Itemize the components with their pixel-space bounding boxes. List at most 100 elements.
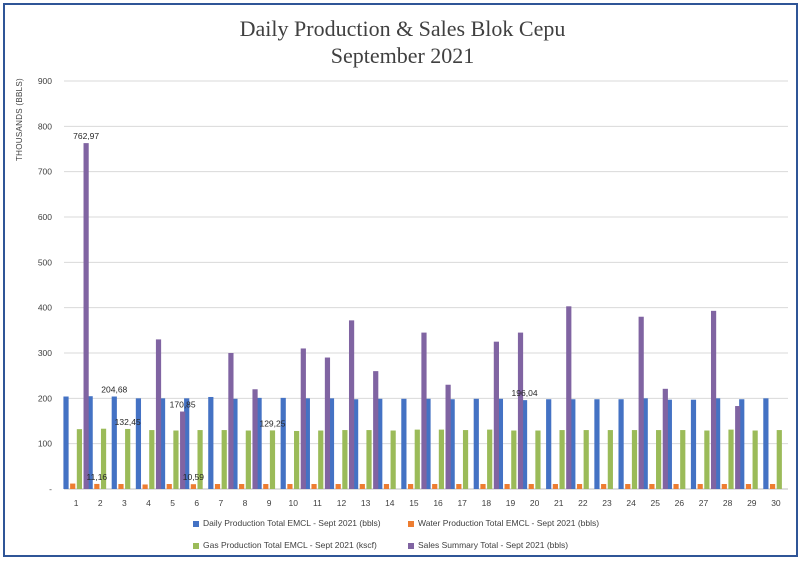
x-tick-label: 12 [337,498,347,508]
bar-series-4 [710,310,717,489]
x-tick-label: 4 [146,498,151,508]
bar-series-4 [228,353,234,489]
bar-series-1 [618,399,624,489]
bar-series-2 [263,484,269,489]
x-tick-label: 9 [267,498,272,508]
bar-series-4 [493,341,499,489]
bar-series-4 [735,406,741,489]
bar-series-2 [576,484,583,489]
x-tick-label: 8 [243,498,248,508]
legend-item-gas-production: Gas Production Total EMCL - Sept 2021 (k… [193,540,377,550]
x-tick-label: 1 [74,498,79,508]
bar-series-1 [111,396,117,489]
bar-series-2 [456,484,462,489]
y-tick-label: 100 [38,439,52,449]
bar-series-1 [666,399,672,489]
y-tick-label: 900 [38,76,52,86]
y-tick-label: 300 [38,348,52,358]
bar-series-4 [348,320,355,489]
bar-series-2 [673,484,679,489]
bar-series-2 [190,484,196,489]
bar-series-2 [142,484,148,489]
bar-series-1 [232,398,238,489]
chart-title: Daily Production & Sales Blok Cepu [239,16,566,41]
bar-series-1 [546,399,552,489]
y-tick-label: 800 [38,121,52,131]
bar-series-2 [552,484,558,489]
bar-series-2 [528,484,534,489]
data-label: 204,68 [101,385,127,395]
y-tick-label: 500 [38,257,52,267]
y-tick-label: - [49,484,52,494]
bar-series-4 [252,389,258,489]
bar-series-2 [214,484,221,489]
x-tick-label: 27 [699,498,709,508]
bar-series-3 [294,430,300,489]
bar-series-2 [697,484,703,489]
data-label: 10,59 [183,472,205,482]
bar-series-1 [763,398,769,489]
x-tick-label: 13 [361,498,371,508]
bar-series-3 [631,430,638,489]
bar-series-3 [342,430,348,489]
legend-swatch [193,520,199,527]
legend-item-water-production: Water Production Total EMCL - Sept 2021 … [408,518,599,528]
bar-series-2 [359,484,365,489]
bar-series-3 [390,430,396,489]
bar-series-1 [739,399,745,489]
x-tick-label: 28 [723,498,733,508]
x-tick-label: 5 [170,498,175,508]
x-tick-label: 30 [771,498,781,508]
bar-series-4 [324,357,331,489]
x-tick-label: 14 [385,498,395,508]
bar-series-3 [76,429,83,489]
bar-series-2 [601,484,607,489]
bar-series-2 [649,484,655,489]
bar-series-3 [269,430,276,489]
bar-series-4 [662,388,668,489]
bar-series-2 [480,484,486,489]
bar-series-1 [184,398,190,489]
bar-series-3 [221,430,227,489]
bar-series-3 [125,428,131,489]
data-label: 11,16 [87,472,108,482]
x-tick-label: 17 [457,498,467,508]
bar-series-1 [63,396,69,489]
bar-series-1 [377,398,383,489]
x-tick-label: 11 [313,498,322,508]
bar-series-2 [311,484,317,489]
bar-series-1 [425,398,431,489]
bar-series-2 [769,484,776,489]
chart-subtitle: September 2021 [330,43,475,68]
bar-series-3 [704,430,710,489]
x-tick-label: 24 [626,498,636,508]
legend-label: Gas Production Total EMCL - Sept 2021 (k… [203,540,377,550]
bar-series-3 [776,430,782,489]
x-tick-label: 2 [98,498,103,508]
bar-series-1 [135,398,142,489]
bar-series-1 [280,397,286,489]
bar-series-1 [570,399,576,489]
data-label: 762,97 [73,131,99,141]
bar-series-3 [438,429,445,489]
x-tick-label: 15 [409,498,419,508]
bar-series-2 [504,484,510,489]
bar-series-3 [511,430,517,489]
x-tick-label: 26 [675,498,685,508]
bar-series-3 [318,430,324,489]
bar-series-1 [256,397,262,489]
bar-series-3 [173,430,179,489]
bar-series-4 [517,332,524,489]
y-tick-label: 600 [38,212,52,222]
bar-series-2 [239,484,245,489]
bar-series-3 [245,430,251,489]
bar-series-4 [180,411,186,489]
bar-series-3 [728,429,734,489]
x-tick-label: 25 [651,498,661,508]
x-tick-label: 19 [506,498,516,508]
bar-series-2 [70,483,76,489]
bar-series-3 [462,430,469,489]
legend-label: Daily Production Total EMCL - Sept 2021 … [203,518,381,528]
bar-series-1 [715,398,721,489]
bar-series-1 [690,399,697,489]
